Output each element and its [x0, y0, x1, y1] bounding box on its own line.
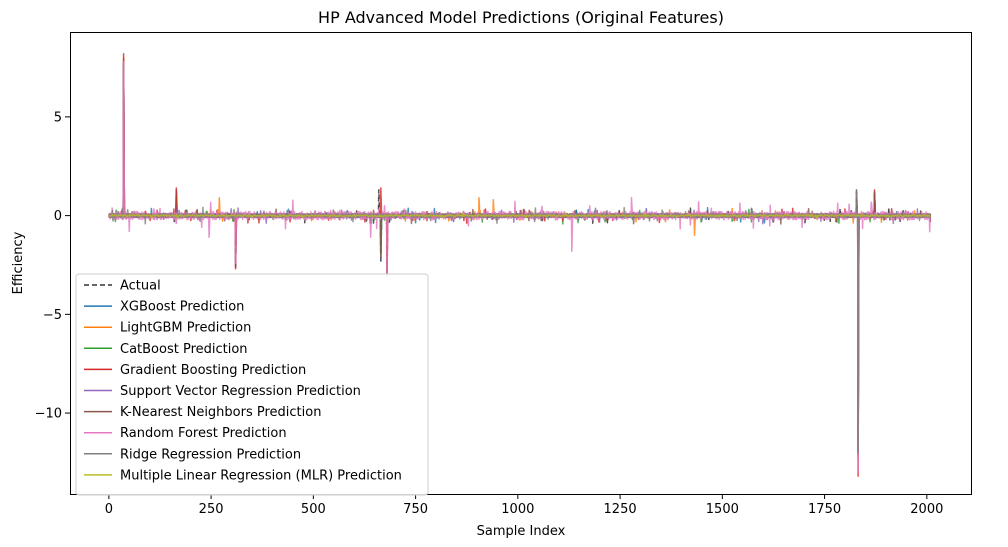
- x-tick-label: 1250: [604, 502, 637, 517]
- x-tick-label: 1750: [808, 502, 841, 517]
- x-tick-label: 2000: [910, 502, 943, 517]
- x-tick-label: 750: [403, 502, 428, 517]
- plot-frame: [70, 32, 972, 495]
- legend-entry-5: Support Vector Regression Prediction: [120, 384, 361, 399]
- legend-entry-9: Multiple Linear Regression (MLR) Predict…: [120, 468, 402, 483]
- legend-entry-7: Random Forest Prediction: [120, 426, 287, 441]
- y-tick-label: −5: [43, 308, 62, 323]
- legend-entry-1: XGBoost Prediction: [120, 300, 244, 315]
- x-axis: 0 250 500 750 1000 1250 1500 1750 2000: [105, 494, 943, 517]
- series-layer: [108, 52, 932, 477]
- legend-entry-3: CatBoost Prediction: [120, 342, 248, 357]
- legend-box: [75, 273, 429, 496]
- legend: Actual XGBoost Prediction LightGBM Predict…: [75, 273, 429, 496]
- y-tick-label: 5: [54, 110, 62, 125]
- x-tick-label: 250: [199, 502, 224, 517]
- y-tick-label: −10: [35, 407, 62, 422]
- legend-entry-0: Actual: [120, 279, 161, 294]
- y-axis-label: Efficiency: [11, 231, 26, 294]
- series-line-9: [108, 212, 931, 220]
- x-tick-label: 1500: [706, 502, 739, 517]
- y-axis: −10 −5 0 5: [35, 110, 70, 422]
- legend-entry-4: Gradient Boosting Prediction: [120, 363, 306, 378]
- y-tick-label: 0: [54, 209, 62, 224]
- legend-entry-2: LightGBM Prediction: [120, 321, 251, 336]
- x-tick-label: 0: [105, 502, 113, 517]
- x-tick-label: 500: [301, 502, 326, 517]
- legend-entry-8: Ridge Regression Prediction: [120, 447, 301, 462]
- x-tick-label: 1000: [501, 502, 534, 517]
- legend-entry-6: K-Nearest Neighbors Prediction: [120, 405, 321, 420]
- x-axis-label: Sample Index: [477, 524, 566, 539]
- chart-title: HP Advanced Model Predictions (Original …: [318, 8, 724, 27]
